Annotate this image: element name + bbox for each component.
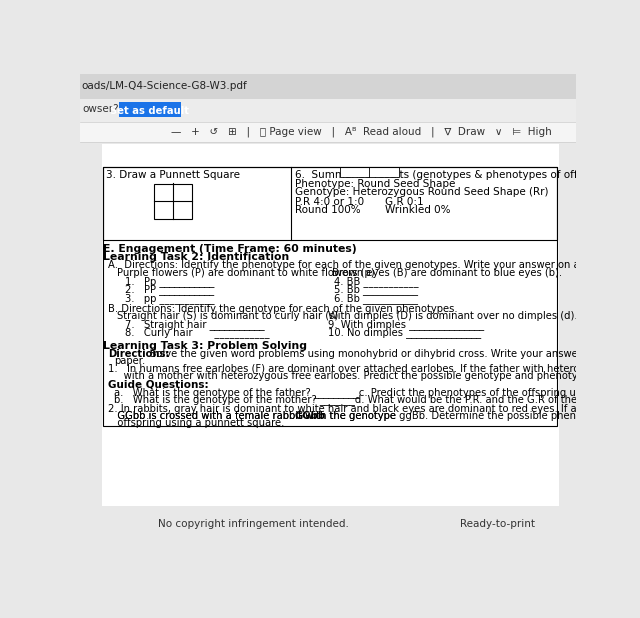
Bar	[102, 144, 559, 506]
Text: 6.  Summarize results (genotypes & phenotypes of offspring: 6. Summarize results (genotypes & phenot…	[296, 169, 611, 180]
Text: 3. Draw a Punnett Square: 3. Draw a Punnett Square	[106, 169, 241, 180]
Text: 1.   In humans free earlobes (F) are dominant over attached earlobes. If the fat: 1. In humans free earlobes (F) are domin…	[108, 363, 640, 374]
Text: Learning Task 3: Problem Solving: Learning Task 3: Problem Solving	[103, 341, 307, 350]
Text: with a mother with heterozygous free earlobes. Predict the possible genotype and: with a mother with heterozygous free ear…	[108, 371, 640, 381]
Text: 1.   Pp ___________: 1. Pp ___________	[125, 276, 214, 287]
Text: Rr: Rr	[379, 167, 389, 176]
Bar	[119, 102, 180, 117]
Text: Set as default: Set as default	[110, 106, 189, 116]
Text: 3.   pp ___________: 3. pp ___________	[125, 293, 214, 303]
Text: 2.   PP ___________: 2. PP ___________	[125, 284, 214, 295]
Text: GGbb is crossed with a female rabbit with the genotype: GGbb is crossed with a female rabbit wit…	[108, 412, 399, 421]
Text: a.   What is the genotype of the father? _________c. Predict the phenotypes of t: a. What is the genotype of the father? _…	[114, 387, 640, 399]
Bar	[80, 122, 576, 142]
Text: Phenotype: Round Seed Shape: Phenotype: Round Seed Shape	[296, 179, 456, 189]
Text: offspring using a punnett square.: offspring using a punnett square.	[108, 418, 284, 428]
Text: Brown eyes (B) are dominant to blue eyes (b).: Brown eyes (B) are dominant to blue eyes…	[332, 268, 562, 278]
Text: B. Directions: Identify the genotype for each of the given phenotypes.: B. Directions: Identify the genotype for…	[108, 303, 458, 313]
Text: Guide Questions:: Guide Questions:	[108, 380, 209, 390]
Text: G.R 0:1: G.R 0:1	[385, 197, 423, 206]
Text: No copyright infringement intended.: No copyright infringement intended.	[157, 519, 348, 529]
Text: With dimples (D) is dominant over no dimples (d).: With dimples (D) is dominant over no dim…	[328, 311, 578, 321]
Text: Ready-to-print: Ready-to-print	[460, 519, 535, 529]
Text: Rr: Rr	[349, 167, 359, 176]
Text: paper.: paper.	[114, 356, 145, 366]
Text: 8.   Curly hair       ___________: 8. Curly hair ___________	[125, 328, 269, 339]
Text: Wrinkled 0%: Wrinkled 0%	[385, 205, 450, 215]
Text: Directions:: Directions:	[108, 349, 170, 359]
Text: P.R 4:0 or 1:0: P.R 4:0 or 1:0	[296, 197, 365, 206]
Text: 6. Bb ___________: 6. Bb ___________	[334, 293, 418, 303]
Text: E. Engagement (Time Frame: 60 minutes): E. Engagement (Time Frame: 60 minutes)	[103, 243, 357, 253]
Bar	[340, 167, 399, 177]
Text: 10. No dimples _______________: 10. No dimples _______________	[328, 328, 481, 339]
Bar	[80, 99, 576, 122]
Bar	[154, 184, 193, 219]
Text: Round 100%: Round 100%	[296, 205, 361, 215]
Text: Solve the given word problems using monohybrid or dihybrid cross. Write your ans: Solve the given word problems using mono…	[147, 349, 640, 359]
Bar	[80, 74, 576, 99]
Text: GGbb: GGbb	[294, 412, 326, 421]
Text: Learning Task 2: Identification: Learning Task 2: Identification	[103, 252, 289, 262]
Text: owser?: owser?	[83, 104, 119, 114]
Text: b.   What is the genotype of the mother? _______d. What would be the P.R. and th: b. What is the genotype of the mother? _…	[114, 394, 640, 405]
Text: 9. With dimples _______________: 9. With dimples _______________	[328, 319, 484, 330]
Text: 4. BB ___________: 4. BB ___________	[334, 276, 419, 287]
Text: Purple flowers (P) are dominant to white flowers (p): Purple flowers (P) are dominant to white…	[117, 268, 375, 278]
Text: 7.   Straight hair ___________: 7. Straight hair ___________	[125, 319, 264, 330]
Text: oads/LM-Q4-Science-G8-W3.pdf: oads/LM-Q4-Science-G8-W3.pdf	[81, 81, 247, 91]
Text: 2. In rabbits, gray hair is dominant to white hair and black eyes are dominant t: 2. In rabbits, gray hair is dominant to …	[108, 405, 640, 415]
Text: Straight hair (S) is dominant to curly hair (s): Straight hair (S) is dominant to curly h…	[117, 311, 339, 321]
Text: —   +   ↺   ⊞   |   ⎘ Page view   |   Aᴮ  Read aloud   |   ∇  Draw   ∨   ⊨  High: — + ↺ ⊞ | ⎘ Page view | Aᴮ Read aloud | …	[172, 127, 552, 137]
Text: Genotype: Heterozygous Round Seed Shape (Rr): Genotype: Heterozygous Round Seed Shape …	[296, 187, 549, 197]
Bar	[103, 167, 557, 426]
Text: 5. Bb ___________: 5. Bb ___________	[334, 284, 418, 295]
Bar	[103, 167, 557, 240]
Text: A.  Directions: Identify the phenotype for each of the given genotypes. Write yo: A. Directions: Identify the phenotype fo…	[108, 261, 640, 271]
Text: GGbb is crossed with a female rabbit with the genotype ggBb. Determine the possi: GGbb is crossed with a female rabbit wit…	[108, 412, 640, 421]
